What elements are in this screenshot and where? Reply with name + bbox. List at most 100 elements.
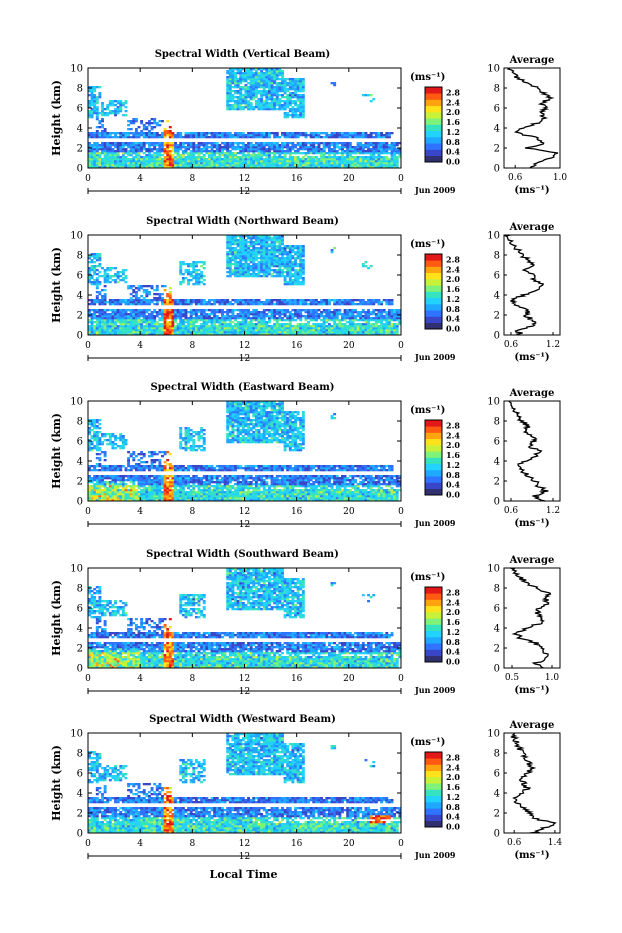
heatmap-cell	[260, 86, 263, 88]
colorbar-tick-label: 1.6	[446, 117, 460, 127]
heatmap-cell	[378, 152, 381, 154]
heatmap-cell	[111, 110, 114, 112]
heatmap-cell	[158, 317, 161, 319]
heatmap-cell	[284, 275, 287, 277]
heatmap-cell	[153, 299, 156, 301]
heatmap-cell	[291, 265, 294, 267]
heatmap-cell	[213, 319, 216, 321]
heatmap-cell	[312, 303, 315, 305]
heatmap-cell	[364, 331, 367, 333]
heatmap-cell	[205, 158, 208, 160]
heatmap-cell	[320, 303, 323, 305]
heatmap-cell	[187, 273, 190, 275]
heatmap-cell	[265, 148, 268, 150]
heatmap-cell	[205, 144, 208, 146]
heatmap-cell	[255, 243, 258, 245]
heatmap-cell	[291, 325, 294, 327]
heatmap-cell	[140, 329, 143, 331]
heatmap-cell	[138, 315, 141, 317]
heatmap-cell	[247, 311, 250, 313]
heatmap-cell	[273, 251, 276, 253]
heatmap-cell	[231, 154, 234, 156]
heatmap-cell	[229, 156, 232, 158]
heatmap-cell	[265, 249, 268, 251]
heatmap-cell	[260, 249, 263, 251]
heatmap-cell	[169, 323, 172, 325]
heatmap-cell	[354, 150, 357, 152]
heatmap-cell	[156, 327, 159, 329]
heatmap-cell	[239, 100, 242, 102]
heatmap-cell	[117, 112, 120, 114]
heatmap-cell	[338, 299, 341, 301]
avg-y-tick-label: 0	[494, 164, 500, 175]
heatmap-cell	[234, 323, 237, 325]
heatmap-cell	[328, 303, 331, 305]
heatmap-cell	[247, 82, 250, 84]
heatmap-cell	[255, 319, 258, 321]
heatmap-cell	[265, 255, 268, 257]
heatmap-cell	[200, 327, 203, 329]
heatmap-cell	[263, 92, 266, 94]
heatmap-cell	[265, 275, 268, 277]
heatmap-cell	[229, 158, 232, 160]
heatmap-cell	[174, 329, 177, 331]
heatmap-cell	[96, 114, 99, 116]
heatmap-cell	[278, 315, 281, 317]
heatmap-cell	[96, 116, 99, 118]
heatmap-cell	[252, 317, 255, 319]
heatmap-cell	[268, 315, 271, 317]
heatmap-cell	[325, 136, 328, 138]
heatmap-cell	[250, 237, 253, 239]
heatmap-cell	[271, 249, 274, 251]
heatmap-cell	[304, 315, 307, 317]
heatmap-cell	[245, 275, 248, 277]
colorbar-swatch	[425, 93, 442, 100]
heatmap-cell	[268, 271, 271, 273]
heatmap-cell	[185, 134, 188, 136]
heatmap-cell	[297, 325, 300, 327]
heatmap-cell	[185, 331, 188, 333]
heatmap-cell	[260, 321, 263, 323]
heatmap-cell	[135, 146, 138, 148]
heatmap-cell	[299, 299, 302, 301]
heatmap-cell	[307, 331, 310, 333]
heatmap-cell	[104, 303, 107, 305]
heatmap-cell	[255, 88, 258, 90]
heatmap-cell	[192, 319, 195, 321]
heatmap-cell	[289, 96, 292, 98]
heatmap-cell	[156, 164, 159, 166]
heatmap-cell	[151, 317, 154, 319]
heatmap-cell	[237, 241, 240, 243]
heatmap-cell	[344, 132, 347, 134]
heatmap-cell	[224, 160, 227, 162]
heatmap-cell	[291, 301, 294, 303]
heatmap-cell	[117, 142, 120, 144]
heatmap-cell	[237, 301, 240, 303]
heatmap-cell	[145, 317, 148, 319]
heatmap-cell	[341, 315, 344, 317]
heatmap-cell	[320, 152, 323, 154]
heatmap-cell	[268, 331, 271, 333]
heatmap-cell	[174, 142, 177, 144]
heatmap-cell	[252, 249, 255, 251]
heatmap-cell	[192, 160, 195, 162]
heatmap-cell	[135, 162, 138, 164]
heatmap-cell	[221, 327, 224, 329]
heatmap-cell	[185, 160, 188, 162]
heatmap-cell	[122, 321, 125, 323]
heatmap-cell	[185, 315, 188, 317]
heatmap-cell	[250, 269, 253, 271]
heatmap-cell	[91, 116, 94, 118]
heatmap-cell	[109, 321, 112, 323]
heatmap-cell	[252, 150, 255, 152]
heatmap-cell	[284, 303, 287, 305]
heatmap-cell	[237, 152, 240, 154]
heatmap-cell	[127, 313, 130, 315]
heatmap-cell	[195, 146, 198, 148]
heatmap-cell	[263, 144, 266, 146]
date-label: Jun 2009	[414, 185, 456, 195]
heatmap-cell	[312, 299, 315, 301]
heatmap-cell	[263, 164, 266, 166]
heatmap-cell	[174, 299, 177, 301]
heatmap-cell	[148, 317, 151, 319]
